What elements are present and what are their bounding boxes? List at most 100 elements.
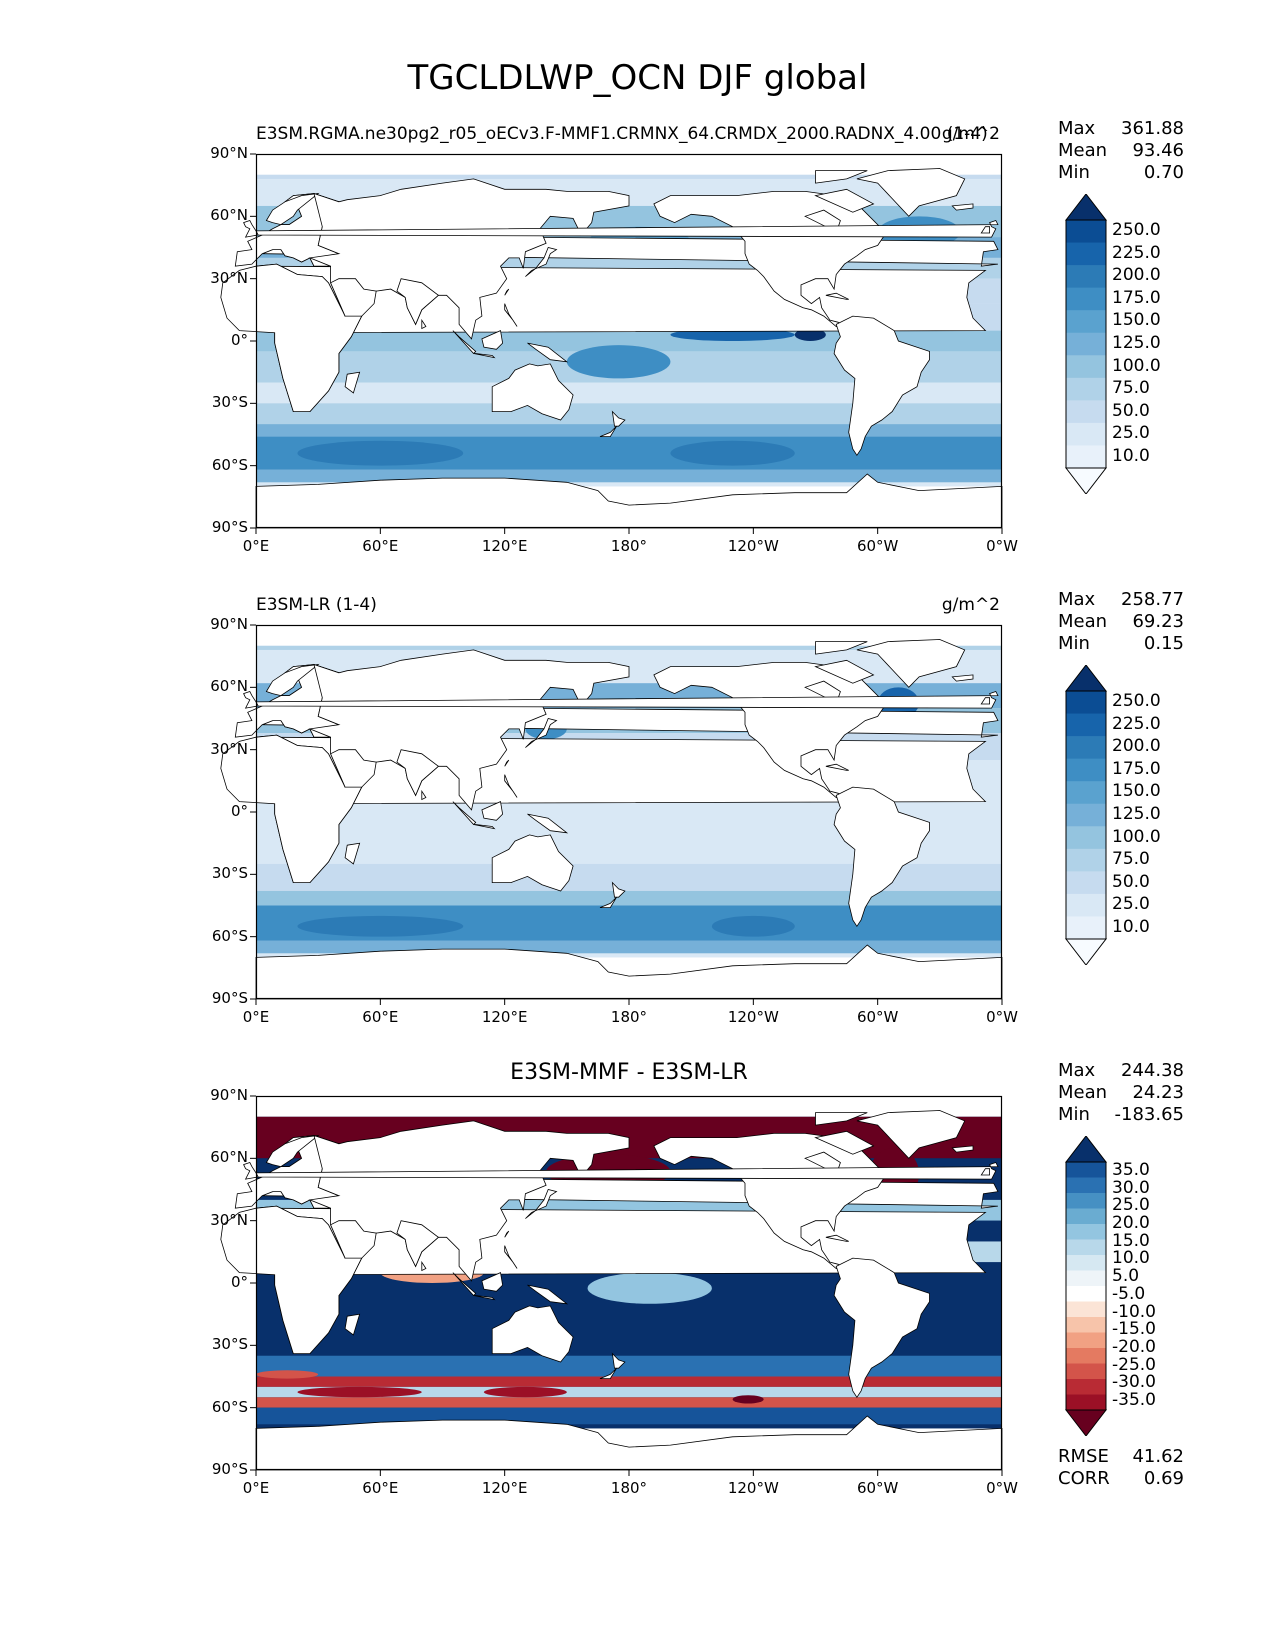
lon-tick-label: 0°W — [986, 537, 1018, 555]
colorbar-label: 25.0 — [1112, 423, 1150, 444]
land-australia — [491, 834, 574, 892]
lon-tick-label: 60°E — [362, 537, 399, 555]
colorbar-segment — [1066, 1255, 1106, 1271]
field-band — [256, 424, 1002, 437]
lat-tick-label: 30°N — [210, 1210, 248, 1229]
land-arabia — [330, 749, 377, 788]
field-feature — [297, 1386, 422, 1398]
colorbar-label: 5.0 — [1112, 1266, 1140, 1287]
lat-tick-label: 60°N — [210, 1148, 248, 1167]
colorbar-label: 150.0 — [1112, 310, 1161, 331]
land-madagascar — [344, 371, 361, 394]
stat-value: -183.65 — [1114, 1104, 1184, 1125]
land-taiwan — [504, 288, 510, 296]
land-nz — [611, 1352, 626, 1369]
land-borneo — [481, 1272, 504, 1292]
colorbar-label: 10.0 — [1112, 1248, 1150, 1269]
field-band — [256, 469, 1002, 483]
colorbar-extend-top — [1064, 1136, 1108, 1163]
colorbar-extend-bottom — [1064, 467, 1108, 494]
colorbar-segment — [1066, 713, 1106, 737]
land-arabia — [330, 278, 377, 317]
land-philippines — [504, 1245, 518, 1269]
colorbar-frame — [1065, 219, 1107, 469]
colorbar-segment — [1066, 1379, 1106, 1395]
panel-3-colorbar — [1064, 1136, 1108, 1436]
stat-row: Max 361.88 — [1058, 118, 1184, 140]
stat-value: 0.70 — [1143, 162, 1184, 183]
land-newguinea — [527, 342, 569, 363]
land-madagascar — [344, 842, 361, 865]
field-band — [256, 1376, 1002, 1387]
metric-value: 41.62 — [1132, 1446, 1184, 1467]
colorbar-label: 225.0 — [1112, 713, 1161, 734]
land-japan — [525, 247, 558, 277]
stat-row: Mean 24.23 — [1058, 1082, 1184, 1104]
colorbar-segment — [1066, 916, 1106, 940]
lon-tick-label: 60°W — [856, 1008, 899, 1026]
metric-label: RMSE — [1058, 1446, 1109, 1467]
stat-row: Max 258.77 — [1058, 589, 1184, 611]
colorbar-label: 225.0 — [1112, 242, 1161, 263]
stat-row: Min 0.70 — [1058, 162, 1184, 184]
land-taiwan — [504, 1230, 510, 1238]
land-britain — [243, 691, 259, 709]
field-feature — [670, 440, 795, 466]
stat-label: Max — [1058, 118, 1096, 139]
colorbar-segment — [1066, 826, 1106, 850]
panel-1-colorbar — [1064, 194, 1108, 494]
colorbar-segment — [1066, 736, 1106, 760]
colorbar-segment — [1066, 1193, 1106, 1209]
land-nz — [611, 881, 626, 898]
land-cuba — [825, 1234, 849, 1242]
stat-value: 69.23 — [1132, 611, 1184, 632]
colorbar-label: 50.0 — [1112, 871, 1150, 892]
colorbar-segment — [1066, 691, 1106, 715]
land-britain — [243, 1162, 259, 1180]
colorbar-segment — [1066, 871, 1106, 895]
colorbar-segment — [1066, 287, 1106, 311]
land-sumatra — [452, 330, 477, 355]
land-samerica — [833, 1257, 930, 1399]
colorbar-label: -35.0 — [1112, 1390, 1156, 1411]
land-nzs — [599, 896, 617, 909]
land-nz — [611, 410, 626, 427]
lat-tick-label: 30°S — [211, 1335, 248, 1354]
land-ireland — [980, 697, 990, 705]
colorbar-segment — [1066, 242, 1106, 266]
land-nzs — [599, 425, 617, 438]
colorbar-segment — [1066, 1208, 1106, 1225]
colorbar-label: -15.0 — [1112, 1319, 1156, 1340]
metric-row: CORR 0.69 — [1058, 1468, 1184, 1490]
field-band — [256, 174, 1002, 179]
colorbar-segment — [1066, 220, 1106, 244]
lon-tick-label: 120°W — [727, 1008, 779, 1026]
colorbar-label: 10.0 — [1112, 445, 1150, 466]
panel-3-title: E3SM-MMF - E3SM-LR — [510, 1060, 748, 1085]
colorbar-frame — [1065, 690, 1107, 940]
land-ellesmere — [815, 641, 868, 655]
lon-tick-label: 0°W — [986, 1479, 1018, 1497]
colorbar-segment — [1066, 1348, 1106, 1364]
stat-label: Min — [1058, 1104, 1090, 1125]
lon-tick-label: 0°W — [986, 1008, 1018, 1026]
field-band — [256, 940, 1002, 954]
land-iceland — [951, 203, 974, 211]
colorbar-label: 20.0 — [1112, 1213, 1150, 1233]
lon-tick-label: 0°E — [242, 1008, 270, 1026]
field-feature — [566, 345, 671, 379]
lon-tick-label: 60°E — [362, 1008, 399, 1026]
colorbar-segment — [1066, 1224, 1106, 1240]
colorbar-label: 200.0 — [1112, 736, 1161, 757]
field-band — [256, 1355, 1002, 1377]
land-japan — [525, 718, 558, 748]
lat-tick-label: 60°S — [211, 455, 248, 474]
land-india — [396, 1220, 440, 1268]
colorbar-label: -30.0 — [1112, 1372, 1156, 1393]
metric-value: 0.69 — [1143, 1468, 1184, 1489]
colorbar-segment — [1066, 1270, 1106, 1287]
colorbar-segment — [1066, 1363, 1106, 1380]
land-iceland — [951, 674, 974, 682]
panel-3-metrics: RMSE 41.62 CORR 0.69 — [1058, 1446, 1184, 1490]
lon-tick-label: 0°E — [242, 537, 270, 555]
